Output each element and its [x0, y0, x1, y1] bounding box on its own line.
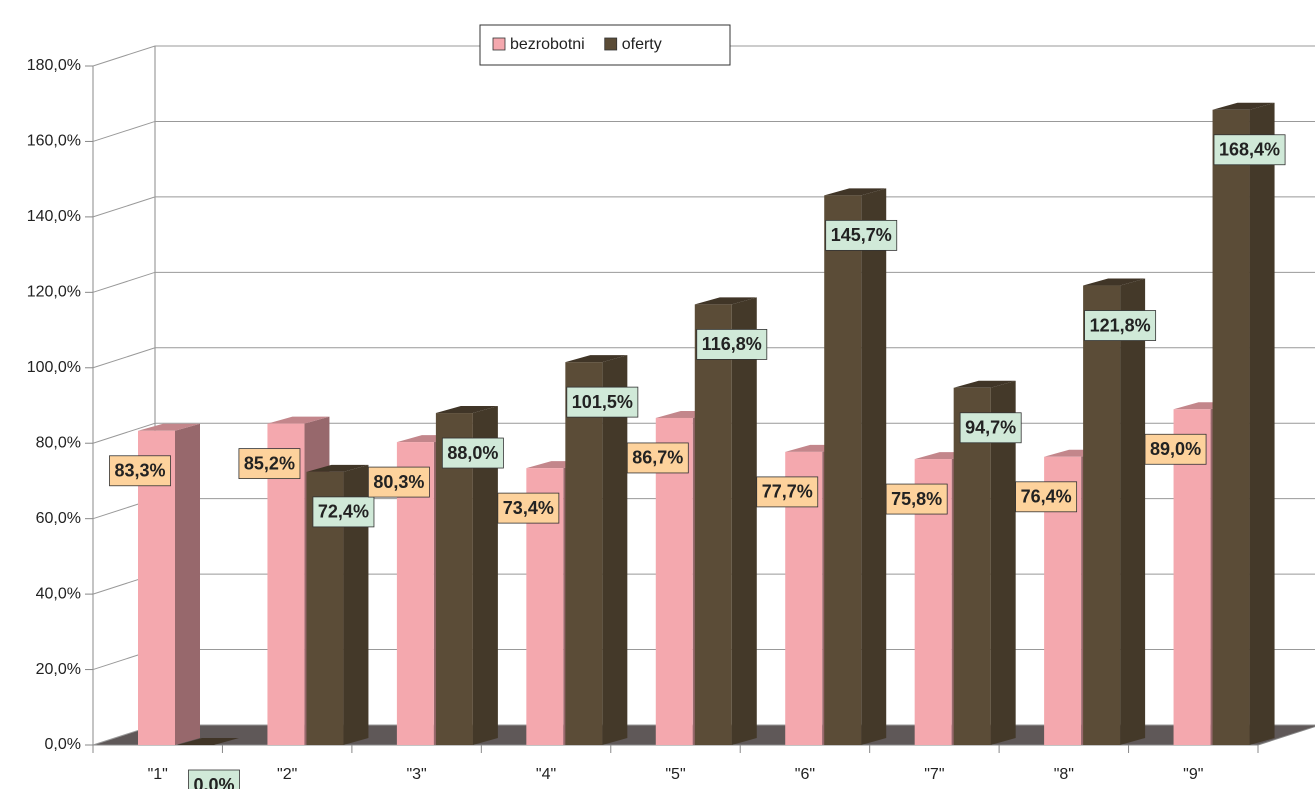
- value-label: 73,4%: [503, 498, 554, 518]
- bar-top: [694, 297, 757, 305]
- value-label: 94,7%: [965, 418, 1016, 438]
- bar-side: [343, 464, 369, 745]
- value-label-box: [1144, 433, 1207, 465]
- value-label-box: [238, 448, 301, 480]
- bar: [1212, 109, 1250, 746]
- value-label-box: [441, 437, 504, 469]
- value-label: 101,5%: [572, 392, 633, 412]
- bar-top: [824, 188, 887, 196]
- y-tick-label: 160,0%: [27, 133, 81, 150]
- bar-top: [138, 423, 200, 431]
- value-label: 0,0%: [193, 775, 234, 789]
- bar-side: [1249, 102, 1275, 746]
- legend-swatch: [604, 37, 618, 51]
- value-label-box: [696, 329, 768, 360]
- bar-top: [1212, 102, 1275, 110]
- bar: [565, 362, 603, 745]
- bar-side: [472, 406, 498, 745]
- value-label: 83,3%: [114, 461, 165, 481]
- grid-line: [92, 347, 1315, 369]
- value-label: 168,4%: [1219, 140, 1280, 160]
- grid-line: [92, 45, 1315, 67]
- value-label: 121,8%: [1090, 315, 1151, 335]
- bar: [1083, 285, 1121, 745]
- y-tick-label: 120,0%: [27, 284, 81, 301]
- bar-side: [861, 188, 887, 746]
- value-label: 80,3%: [373, 472, 424, 492]
- bar-side: [602, 355, 628, 745]
- bar: [694, 304, 732, 745]
- bar-side: [990, 380, 1016, 745]
- x-tick-label: "6": [795, 766, 815, 783]
- bar: [824, 195, 862, 746]
- y-tick-label: 60,0%: [36, 510, 81, 527]
- value-label-box: [109, 455, 171, 487]
- y-tick-label: 20,0%: [36, 661, 81, 678]
- value-label-box: [188, 769, 240, 789]
- x-tick-label: "7": [924, 766, 944, 783]
- y-tick-label: 0,0%: [45, 736, 81, 753]
- y-tick-label: 100,0%: [27, 359, 81, 376]
- bar-top: [267, 416, 330, 424]
- bar-top: [306, 464, 369, 472]
- value-label-box: [497, 492, 560, 524]
- value-label: 75,8%: [891, 489, 942, 509]
- legend-swatch: [492, 37, 506, 51]
- grid-line: [92, 196, 1315, 218]
- value-label: 86,7%: [632, 448, 683, 468]
- value-label-box: [825, 219, 898, 251]
- value-label: 116,8%: [702, 334, 762, 354]
- y-tick-label: 80,0%: [36, 434, 81, 451]
- value-label-box: [1084, 310, 1157, 341]
- bar-top: [565, 355, 628, 363]
- x-tick-label: "8": [1054, 766, 1074, 783]
- bar-side: [731, 297, 757, 745]
- legend-label: bezrobotni: [510, 36, 585, 53]
- value-label: 145,7%: [831, 225, 892, 245]
- bar-top: [435, 406, 498, 414]
- bar: [1173, 409, 1211, 745]
- x-tick-label: "2": [277, 766, 297, 783]
- bar-top: [177, 738, 239, 745]
- x-tick-label: "9": [1183, 766, 1203, 783]
- grid-line: [92, 271, 1315, 293]
- floor-edge: [1257, 726, 1315, 746]
- x-tick-label: "5": [665, 766, 685, 783]
- y-tick-label: 40,0%: [36, 585, 81, 602]
- x-tick-label: "4": [536, 766, 556, 783]
- value-label: 85,2%: [244, 453, 295, 473]
- value-label-box: [626, 442, 689, 474]
- bar-top: [953, 380, 1016, 388]
- value-label-box: [959, 412, 1022, 444]
- bar: [953, 387, 991, 745]
- value-label-box: [367, 466, 430, 498]
- legend-label: oferty: [622, 36, 662, 53]
- value-label: 72,4%: [318, 502, 369, 522]
- value-label-box: [885, 483, 948, 515]
- y-tick-label: 180,0%: [27, 57, 81, 74]
- value-label: 76,4%: [1021, 487, 1072, 507]
- grid-line: [92, 422, 1315, 444]
- x-tick-label: "1": [148, 766, 168, 783]
- value-label-box: [1213, 134, 1286, 166]
- x-tick-label: "3": [406, 766, 426, 783]
- value-label-box: [1015, 481, 1078, 513]
- value-label-box: [312, 496, 375, 528]
- bar-side: [1120, 278, 1146, 745]
- bar-top: [1083, 278, 1146, 286]
- value-label-box: [566, 386, 639, 418]
- value-label: 89,0%: [1150, 439, 1201, 459]
- value-label-box: [756, 476, 819, 508]
- y-tick-label: 140,0%: [27, 208, 81, 225]
- bar-side: [175, 423, 200, 745]
- value-label: 77,7%: [762, 482, 813, 502]
- value-label: 88,0%: [447, 443, 498, 463]
- grid-line: [92, 120, 1315, 142]
